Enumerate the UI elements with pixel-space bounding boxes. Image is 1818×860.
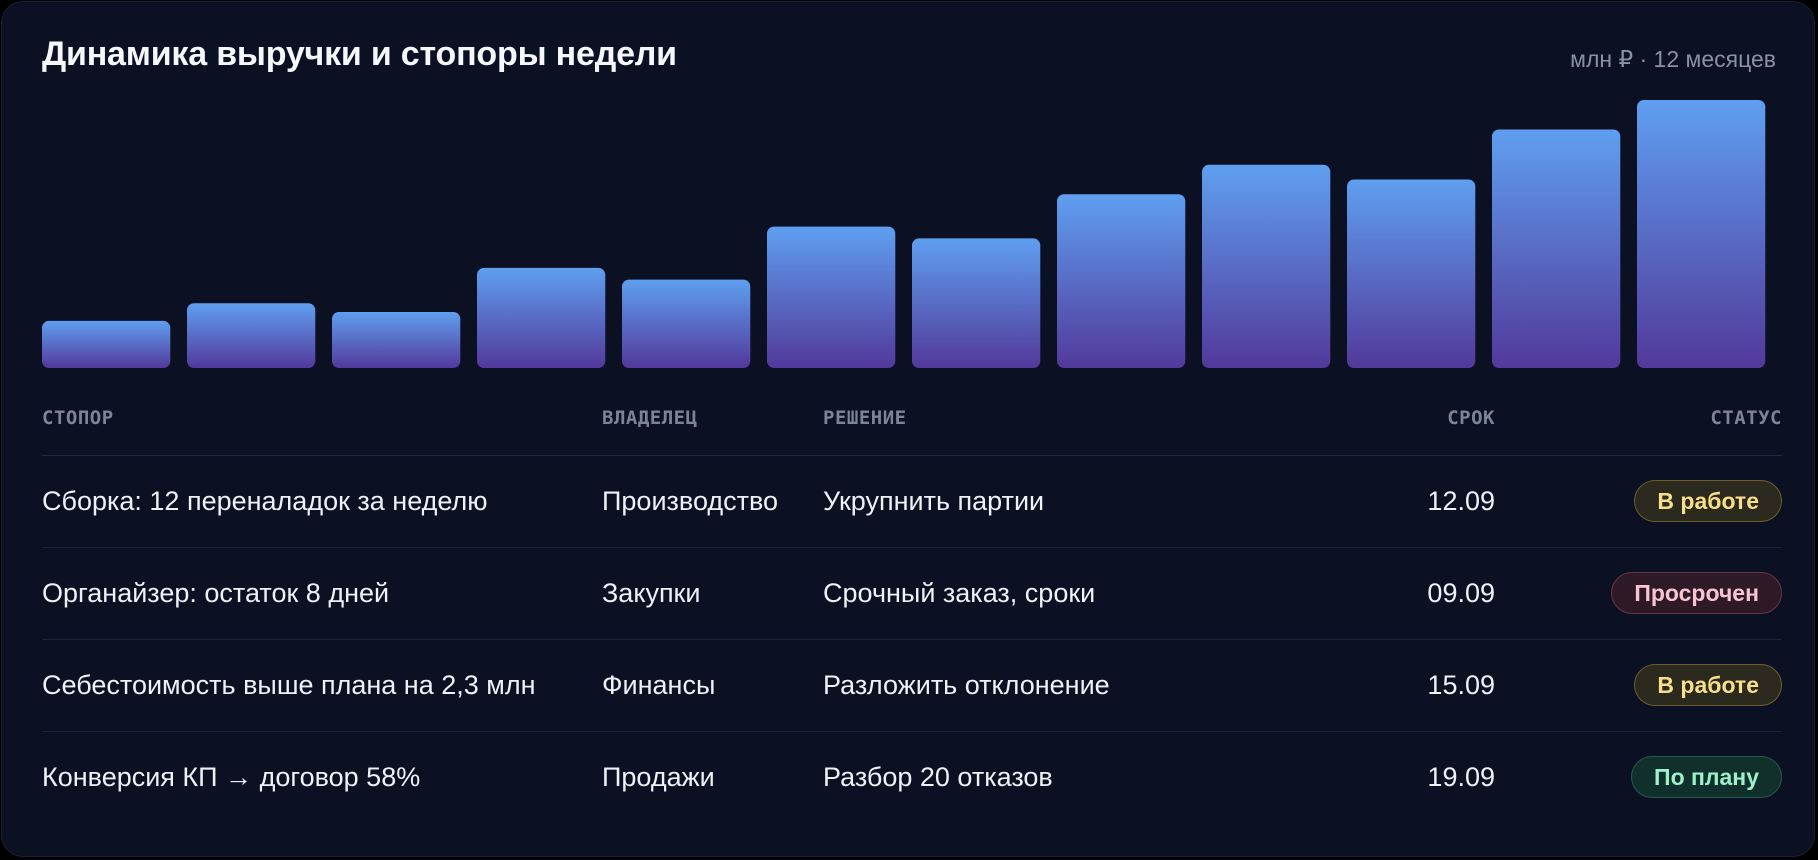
revenue-bar (1637, 100, 1766, 368)
bars-group (42, 100, 1766, 368)
revenue-bar (1057, 194, 1186, 368)
deadline-cell: 19.09 (1427, 762, 1495, 792)
solution-cell: Укрупнить партии (823, 486, 1045, 516)
revenue-bar-chart (42, 82, 1782, 368)
solution-cell: Срочный заказ, сроки (823, 578, 1096, 608)
status-badge: Просрочен (1611, 572, 1782, 614)
status-badge: В работе (1634, 480, 1782, 522)
card-title: Динамика выручки и стопоры недели (42, 35, 677, 73)
header-deadline: СРОК (1447, 407, 1495, 429)
table-row: Органайзер: остаток 8 дней Закупки Срочн… (42, 548, 1782, 640)
header-status: СТАТУС (1710, 407, 1782, 429)
deadline-cell: 09.09 (1427, 578, 1495, 608)
blocker-cell: Органайзер: остаток 8 дней (42, 578, 390, 608)
table-row: Сборка: 12 переналадок за неделю Произво… (42, 456, 1782, 548)
revenue-bar (332, 312, 461, 368)
owner-cell: Финансы (602, 670, 716, 700)
revenue-bar (1492, 129, 1621, 368)
revenue-bar (187, 303, 316, 368)
revenue-bar (1202, 164, 1331, 368)
blocker-cell: Себестоимость выше плана на 2,3 млн (42, 670, 536, 700)
table-row: Себестоимость выше плана на 2,3 млн Фина… (42, 640, 1782, 732)
card-subtitle: млн ₽ · 12 месяцев (1570, 46, 1776, 72)
chart-svg (42, 100, 1766, 368)
table-row: Конверсия КП → договор 58% Продажи Разбо… (42, 732, 1782, 823)
blockers-table: СТОПОР ВЛАДЕЛЕЦ РЕШЕНИЕ СРОК СТАТУС Сбор… (42, 387, 1782, 823)
revenue-bar (622, 279, 751, 368)
table-header: СТОПОР ВЛАДЕЛЕЦ РЕШЕНИЕ СРОК СТАТУС (42, 387, 1782, 456)
owner-cell: Закупки (602, 578, 701, 608)
owner-cell: Продажи (602, 762, 715, 792)
header-blocker: СТОПОР (42, 407, 114, 429)
status-badge: В работе (1634, 664, 1782, 706)
deadline-cell: 12.09 (1427, 486, 1495, 516)
header-solution: РЕШЕНИЕ (823, 407, 907, 429)
solution-cell: Разбор 20 отказов (823, 762, 1053, 792)
owner-cell: Производство (602, 486, 779, 516)
blocker-cell: Конверсия КП → договор 58% (42, 762, 421, 792)
solution-cell: Разложить отклонение (823, 670, 1110, 700)
blocker-cell: Сборка: 12 переналадок за неделю (42, 486, 488, 516)
revenue-bar (477, 267, 606, 368)
revenue-bar (42, 320, 171, 368)
revenue-bar (1347, 179, 1476, 368)
revenue-bar (912, 238, 1041, 368)
header-owner: ВЛАДЕЛЕЦ (602, 407, 698, 429)
deadline-cell: 15.09 (1427, 670, 1495, 700)
revenue-bar (767, 226, 896, 368)
status-badge: По плану (1631, 756, 1782, 798)
